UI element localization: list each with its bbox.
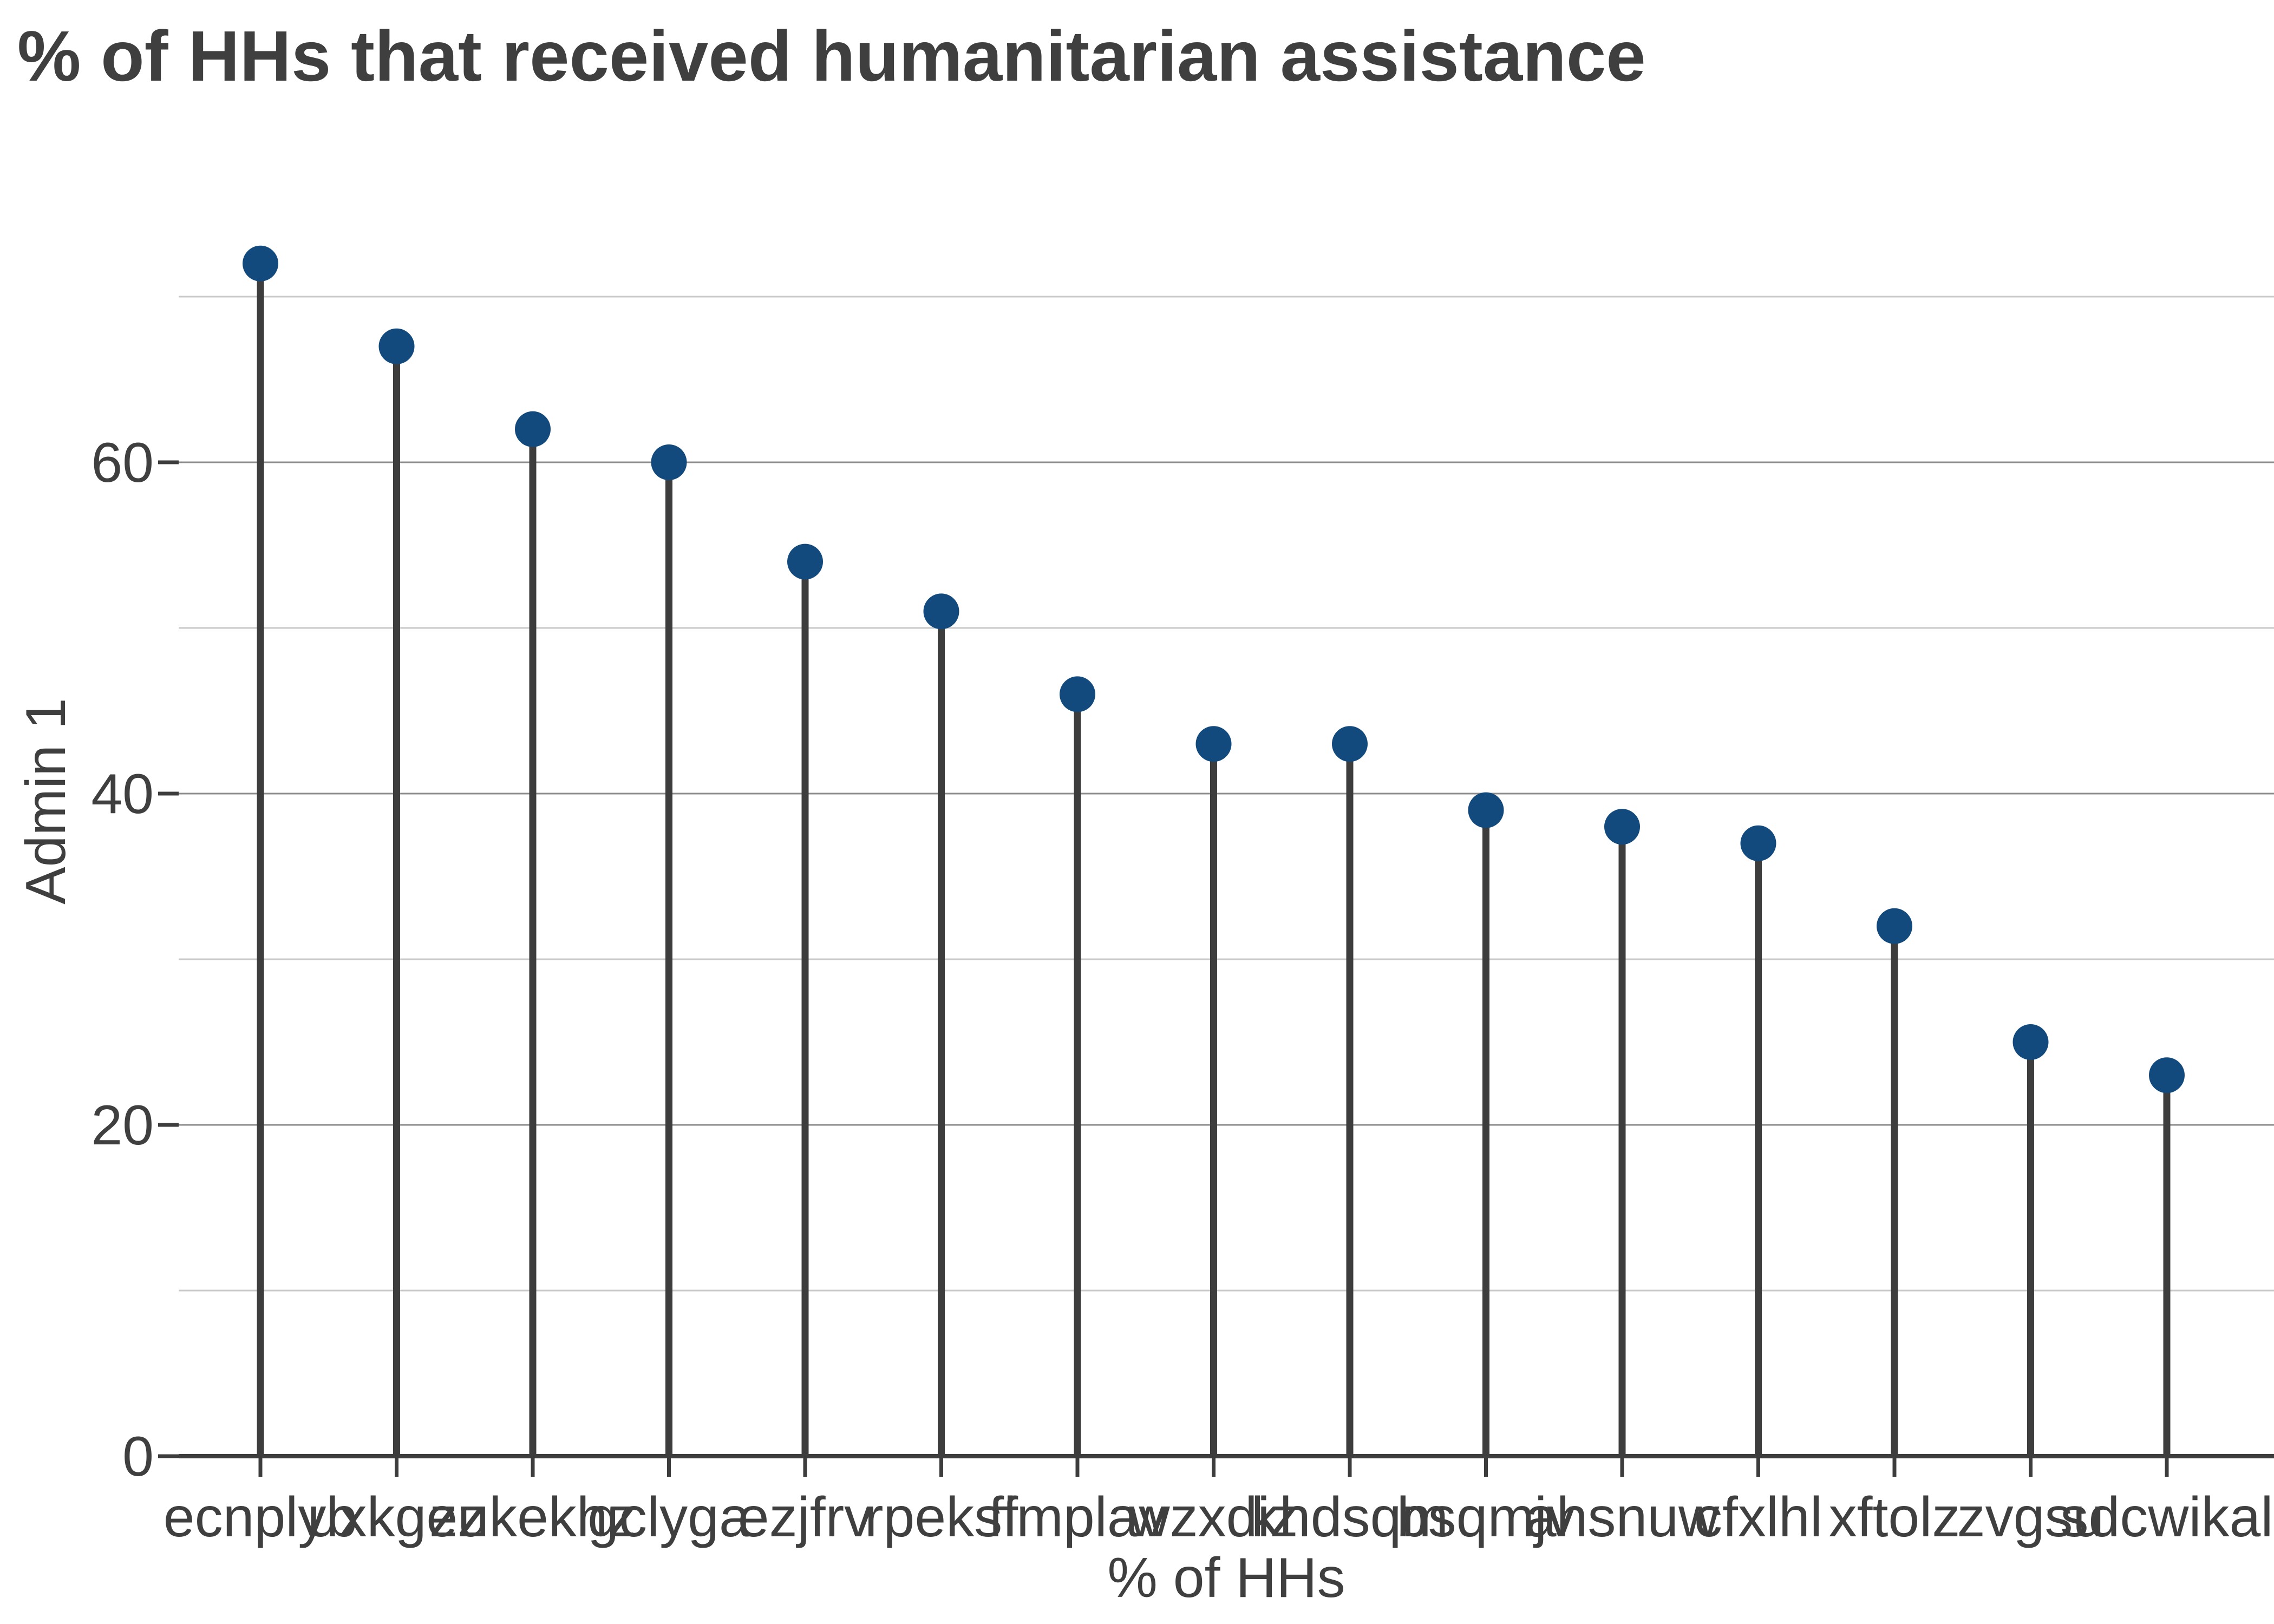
y-tick-label: 60 xyxy=(91,431,154,494)
x-category-label: xftolz xyxy=(1829,1486,1961,1549)
y-axis-title: Admin 1 xyxy=(15,698,77,905)
lollipop-dot xyxy=(923,593,959,630)
lollipop-dot xyxy=(1060,676,1095,712)
x-category-label: wzxdiz xyxy=(1128,1486,1298,1549)
lollipop-dot xyxy=(787,543,823,580)
axes-group xyxy=(158,460,2274,1477)
x-axis-title: % of HHs xyxy=(1107,1547,1345,1609)
gridlines-group xyxy=(179,296,2274,1292)
x-category-label: khdsqm xyxy=(1251,1486,1448,1549)
x-category-label: fimplav xyxy=(988,1486,1166,1549)
tick-labels-group: 0 20 40 60 ecnplybuxkgezzukekhzgclygaezjfrvr… xyxy=(91,431,2273,1549)
y-tick-label: 20 xyxy=(91,1094,154,1157)
lollipop-dot xyxy=(2012,1024,2049,1060)
x-category-label: ecnplyb xyxy=(164,1486,357,1549)
x-category-label: bsqmjv xyxy=(1397,1486,1575,1549)
x-category-label: gclyga xyxy=(587,1486,750,1549)
x-category-label: zukekhz xyxy=(429,1486,636,1549)
x-category-label: zvgsu xyxy=(1957,1486,2105,1549)
lollipop-dot xyxy=(1332,726,1368,762)
lollipop-dot xyxy=(1740,825,1776,861)
lollipop-dot xyxy=(1195,726,1232,762)
x-category-label: cfxlhl xyxy=(1694,1486,1822,1549)
lollipop-dot xyxy=(1604,809,1640,845)
lollipop-dot xyxy=(1877,908,1912,944)
y-tick-label: 0 xyxy=(122,1425,154,1488)
x-category-label: uxkgez xyxy=(308,1486,486,1549)
chart-title: % of HHs that received humanitarian assi… xyxy=(17,16,1646,96)
lollipop-dot xyxy=(243,245,278,281)
y-tick-label: 40 xyxy=(91,763,154,826)
lollipop-dot xyxy=(2149,1057,2185,1093)
lollipop-dot xyxy=(1468,792,1504,828)
x-category-label: rpeksf xyxy=(865,1486,1018,1549)
x-category-label: ezjfrv xyxy=(738,1486,872,1549)
lollipop-dot xyxy=(515,411,551,447)
x-category-label: ahsnuw xyxy=(1525,1486,1720,1549)
lollipops-group xyxy=(243,245,2185,1456)
lollipop-dot xyxy=(378,328,415,364)
x-category-label: sdcwikal xyxy=(2061,1486,2273,1549)
lollipop-dot xyxy=(651,444,687,480)
